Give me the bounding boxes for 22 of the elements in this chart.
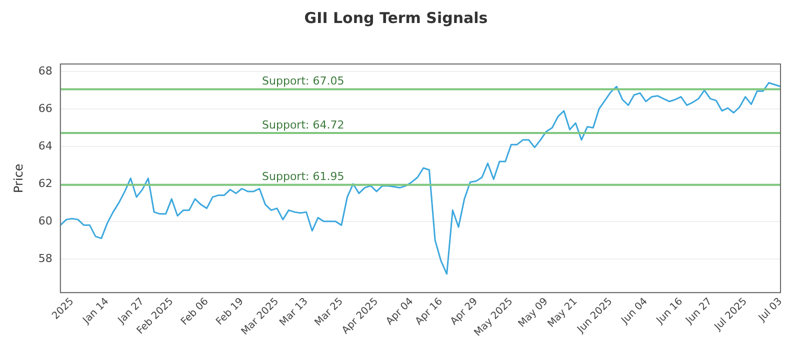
x-tick-label: Mar 13 — [278, 296, 310, 328]
x-tick-label: Jun 16 — [654, 296, 685, 327]
y-tick-label: 60 — [38, 214, 52, 228]
y-tick-label: 68 — [38, 64, 52, 78]
x-tick-label: Apr 16 — [414, 296, 445, 328]
x-tick-label: Jun 04 — [619, 296, 650, 327]
x-tick-label: Jul 03 — [756, 296, 784, 324]
y-tick-label: 64 — [38, 139, 52, 152]
x-tick-label: Jun 27 — [683, 296, 714, 327]
chart-title: GII Long Term Signals — [304, 8, 488, 27]
x-tick-label: Jan 14 — [80, 296, 112, 327]
x-tick-label: Feb 06 — [179, 296, 211, 328]
ref-line-label: Support: 67.05 — [262, 74, 344, 88]
y-tick-label: 62 — [38, 176, 52, 190]
y-tick-label: 58 — [38, 252, 52, 265]
y-axis-title: Price — [11, 164, 26, 193]
ref-line-label: Support: 61.95 — [262, 170, 344, 184]
x-tick-label: Apr 29 — [448, 296, 480, 328]
x-tick-label: Apr 04 — [384, 296, 416, 328]
x-tick-label: Feb 19 — [214, 296, 246, 328]
y-tick-label: 66 — [38, 102, 52, 115]
ref-line-label: Support: 64.72 — [262, 118, 344, 132]
